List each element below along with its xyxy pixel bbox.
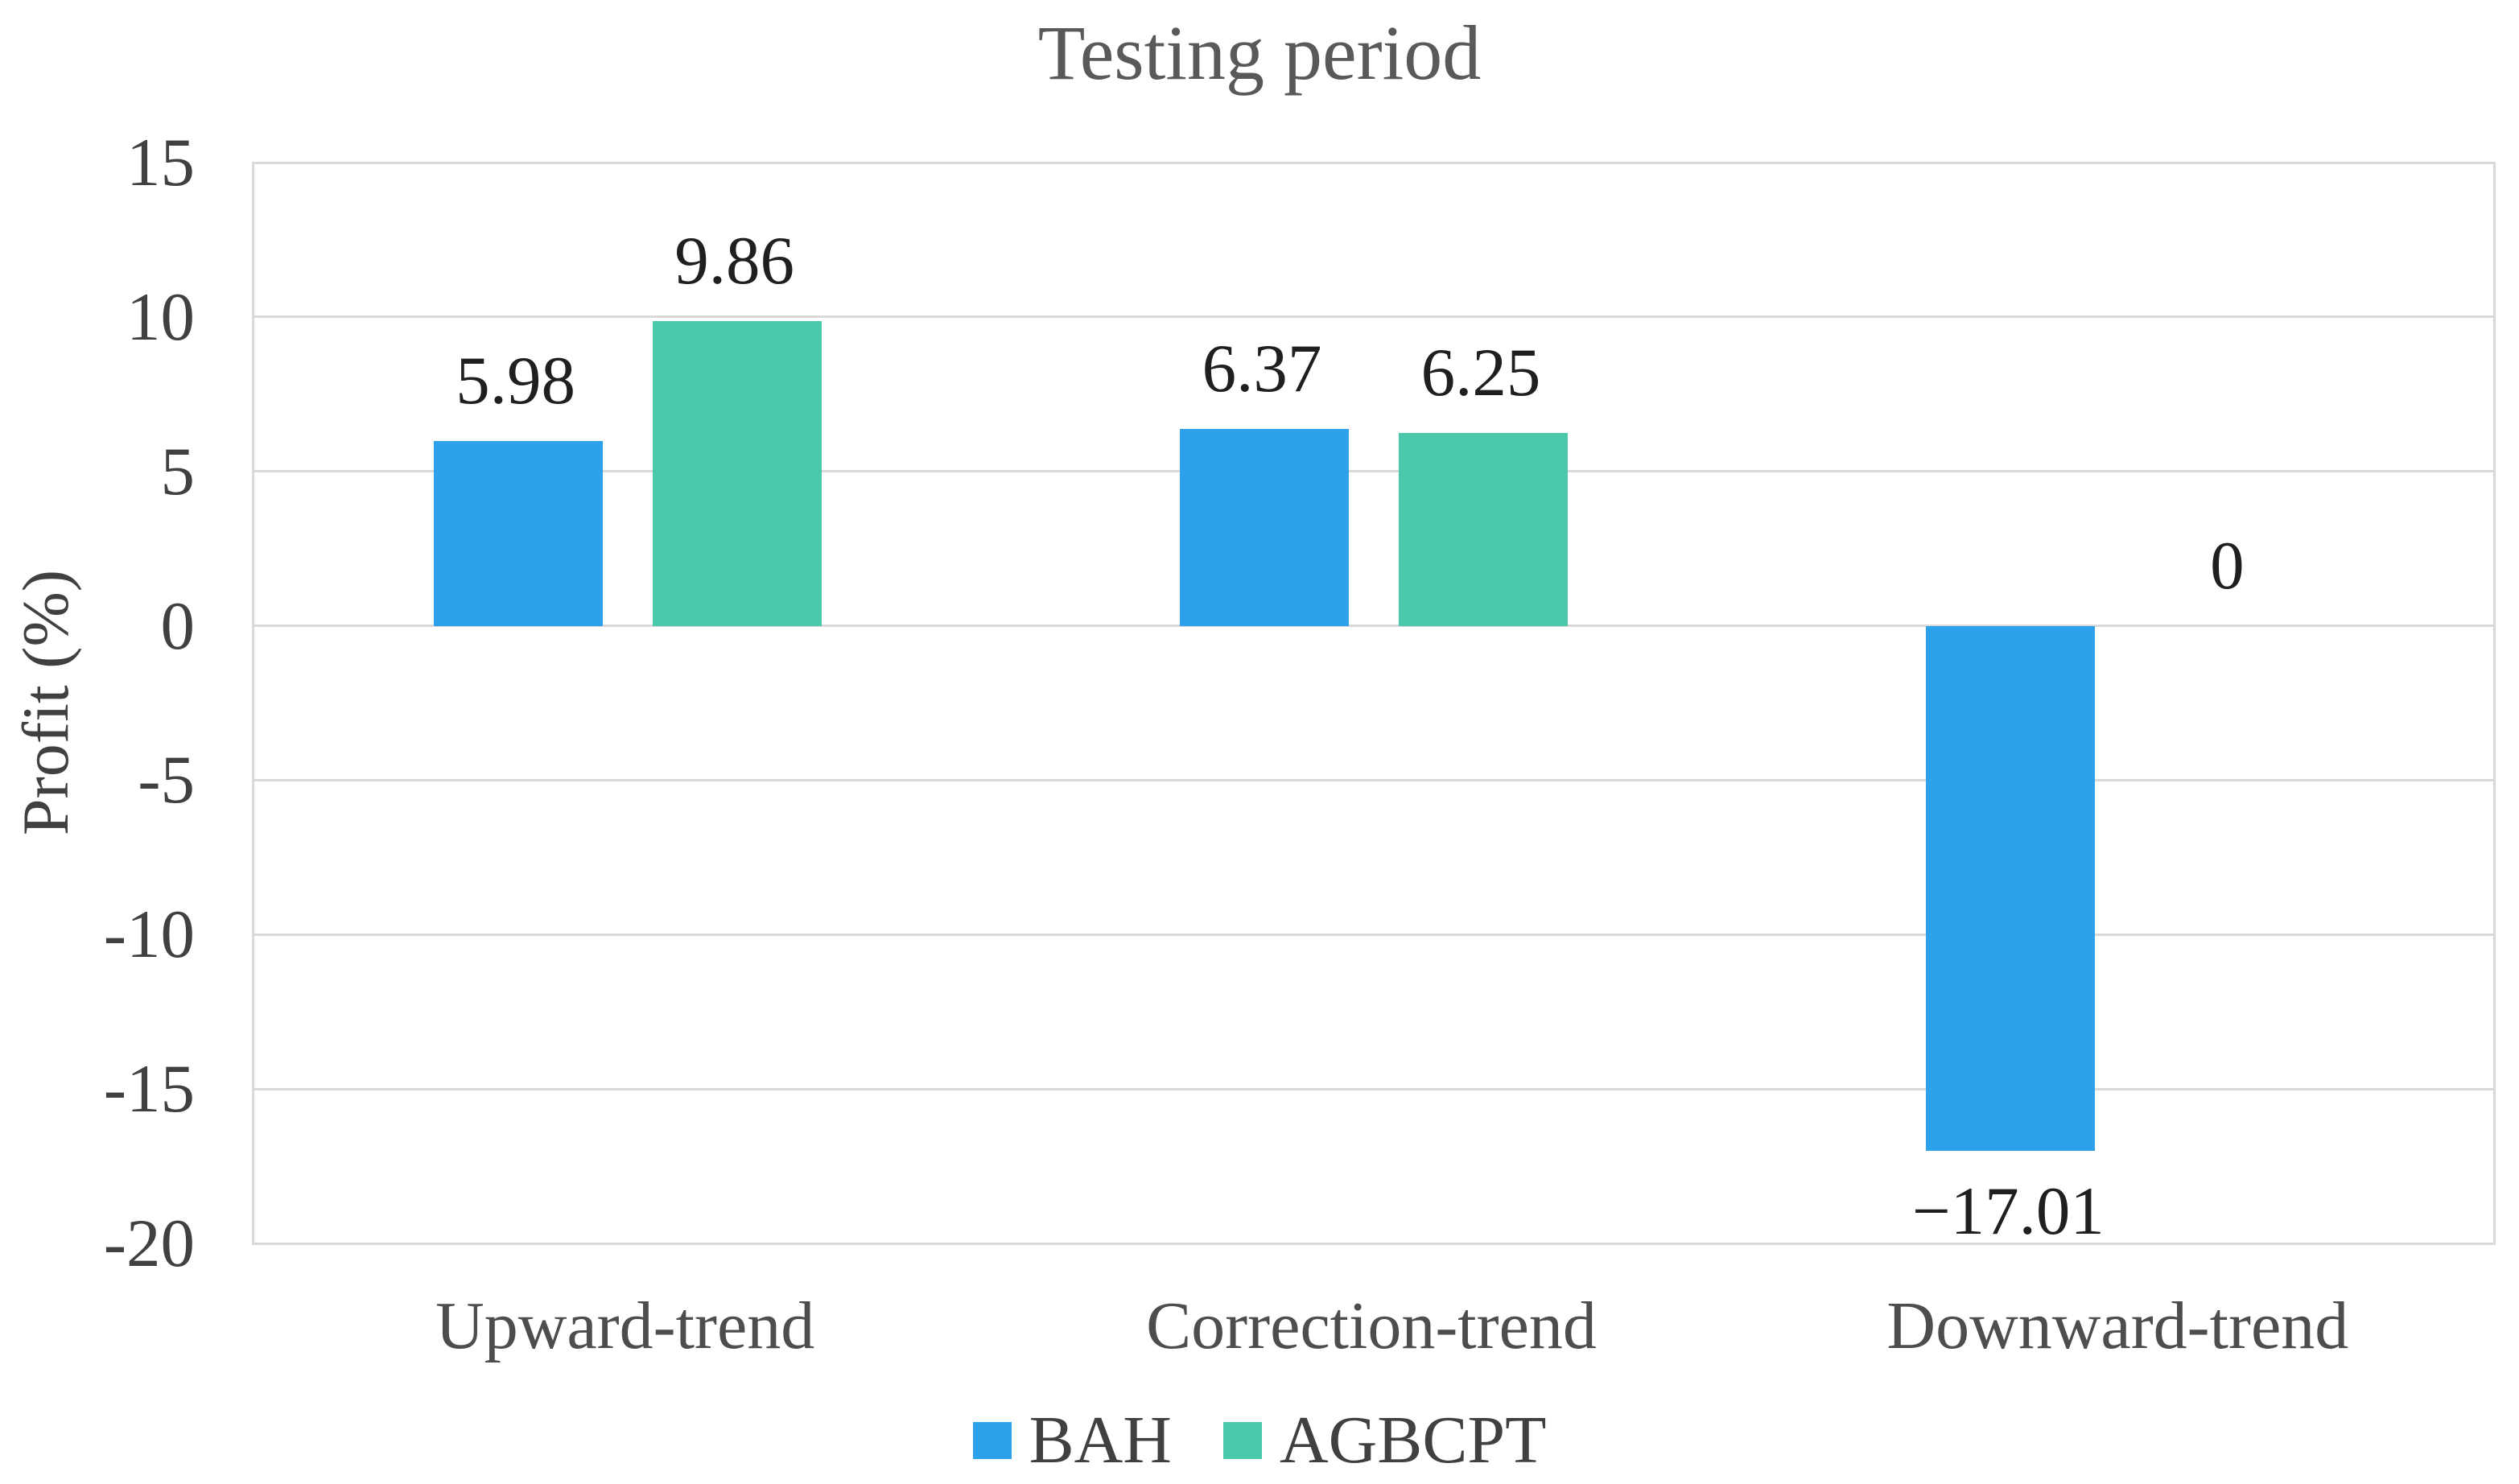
gridline — [252, 778, 2496, 781]
legend-item-agbcpt: AGBCPT — [1222, 1402, 1547, 1479]
bar-agbcpt-correction-trend — [1399, 432, 1568, 626]
gridline — [252, 625, 2496, 628]
y-tick-label: 0 — [160, 587, 196, 664]
data-label-bah-correction-trend: 6.37 — [1202, 331, 1322, 407]
data-label-agbcpt-downward-trend: 0 — [2210, 527, 2245, 604]
gridline — [252, 315, 2496, 319]
bar-bah-downward-trend — [1926, 625, 2096, 1152]
y-tick-label: -15 — [103, 1051, 195, 1127]
gridline — [252, 1087, 2496, 1090]
gridline — [252, 933, 2496, 936]
gridline — [252, 470, 2496, 473]
data-label-agbcpt-correction-trend: 6.25 — [1420, 334, 1541, 410]
x-axis-label-upward-trend: Upward-trend — [435, 1288, 815, 1363]
y-tick-label: -5 — [138, 742, 195, 818]
x-axis-label-downward-trend: Downward-trend — [1886, 1288, 2349, 1363]
plot-area — [252, 161, 2496, 1245]
legend-swatch-agbcpt — [1222, 1422, 1262, 1459]
y-tick-label: -20 — [103, 1206, 195, 1281]
y-tick-label: -10 — [103, 897, 195, 973]
data-label-bah-upward-trend: 5.98 — [456, 343, 576, 419]
gridline — [252, 161, 2496, 164]
y-tick-label: 5 — [160, 433, 196, 509]
gridline — [252, 1242, 2496, 1245]
bar-agbcpt-upward-trend — [652, 321, 822, 626]
x-axis-label-correction-trend: Correction-trend — [1146, 1288, 1597, 1363]
y-tick-label: 10 — [126, 278, 195, 355]
legend-label-agbcpt: AGBCPT — [1279, 1403, 1547, 1478]
legend: BAH AGBCPT — [0, 1402, 2519, 1479]
bar-bah-upward-trend — [433, 441, 603, 626]
legend-item-bah: BAH — [972, 1402, 1172, 1479]
data-label-agbcpt-upward-trend: 9.86 — [674, 223, 795, 299]
legend-swatch-bah — [972, 1422, 1012, 1459]
y-tick-label: 15 — [126, 125, 195, 200]
legend-label-bah: BAH — [1029, 1403, 1172, 1478]
bar-bah-correction-trend — [1180, 429, 1349, 626]
data-label-bah-downward-trend: −17.01 — [1911, 1173, 2105, 1250]
chart-title: Testing period — [1037, 10, 1482, 96]
